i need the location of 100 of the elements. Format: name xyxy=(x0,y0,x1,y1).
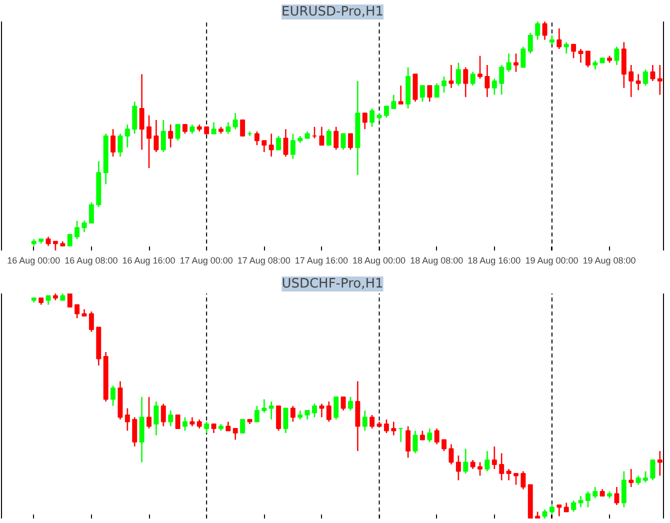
candlestick xyxy=(110,385,116,407)
candlestick xyxy=(456,454,461,481)
candlestick xyxy=(204,421,210,434)
candlestick xyxy=(160,119,166,153)
candlestick xyxy=(334,396,339,420)
candlestick xyxy=(168,124,174,148)
candlestick xyxy=(290,405,296,422)
candlestick xyxy=(175,414,180,429)
candlestick xyxy=(268,133,274,158)
candlestick xyxy=(442,439,447,452)
candlestick xyxy=(82,220,87,233)
candlestick xyxy=(240,119,246,136)
candlestick xyxy=(391,94,396,110)
candlestick xyxy=(628,64,634,98)
candlestick xyxy=(326,400,332,422)
candlestick xyxy=(154,119,159,153)
candlestick xyxy=(175,124,180,142)
candlestick xyxy=(139,74,144,150)
candlestick xyxy=(254,405,260,422)
candlestick xyxy=(514,472,518,486)
x-tick-label: 18 Aug 00:00 xyxy=(352,256,406,266)
candlestick xyxy=(226,122,231,134)
candlestick xyxy=(334,126,339,150)
candlestick xyxy=(319,403,324,418)
chart-title: USDCHF-Pro,H1 xyxy=(282,276,384,292)
candlestick xyxy=(463,66,468,98)
candlestick xyxy=(657,64,662,96)
candlestick xyxy=(636,74,641,91)
candlestick xyxy=(571,500,576,512)
candlestick xyxy=(154,400,159,436)
candlestick xyxy=(492,78,497,96)
x-tick-label: 17 Aug 08:00 xyxy=(237,256,290,266)
candlestick xyxy=(427,428,432,443)
candlestick xyxy=(484,64,490,98)
candlestick xyxy=(276,135,282,150)
candlestick xyxy=(564,41,569,54)
x-tick-label: 16 Aug 16:00 xyxy=(122,256,176,266)
candlestick xyxy=(283,128,288,158)
candlestick xyxy=(74,304,80,319)
candlestick xyxy=(340,396,346,412)
candlestick xyxy=(528,32,533,54)
candlestick xyxy=(74,220,80,240)
candlestick xyxy=(326,128,332,146)
candlestick xyxy=(448,444,454,466)
x-tick-label: 16 Aug 08:00 xyxy=(64,256,118,266)
candlestick xyxy=(556,28,562,50)
candlestick xyxy=(146,114,152,169)
candlestick xyxy=(146,396,152,430)
candlestick xyxy=(262,140,267,153)
x-tick-label: 18 Aug 08:00 xyxy=(410,256,464,266)
candlestick xyxy=(520,46,526,68)
candlestick xyxy=(190,124,195,134)
candlestick xyxy=(362,410,368,432)
candlestick xyxy=(110,128,116,158)
candlestick xyxy=(312,403,317,418)
candlestick xyxy=(370,108,375,128)
candlestick xyxy=(506,52,512,73)
candlestick xyxy=(348,133,353,150)
x-tick-label: 19 Aug 08:00 xyxy=(582,256,636,266)
candlestick xyxy=(319,126,324,146)
candlestick xyxy=(571,44,576,59)
candlestick xyxy=(290,133,296,160)
x-tick-label: 16 Aug 00:00 xyxy=(7,256,60,266)
candlestick xyxy=(628,468,634,488)
candlestick xyxy=(650,459,656,481)
candlestick xyxy=(262,398,267,414)
candlestick xyxy=(88,202,94,224)
candlestick xyxy=(520,470,526,490)
candlestick xyxy=(132,416,138,448)
candlestick xyxy=(535,22,540,40)
candlestick xyxy=(52,240,58,250)
candlestick xyxy=(232,112,238,130)
candlestick xyxy=(240,419,246,434)
candlestick xyxy=(614,46,620,66)
chart-title: EURUSD-Pro,H1 xyxy=(281,4,384,20)
candlestick xyxy=(391,421,396,436)
candlestick xyxy=(499,452,504,481)
candlestick xyxy=(578,495,584,508)
candlestick xyxy=(276,405,282,432)
candlestick xyxy=(384,106,389,118)
x-tick-label: 17 Aug 16:00 xyxy=(294,256,348,266)
candlestick xyxy=(118,133,123,158)
candlestick xyxy=(46,236,51,247)
candlestick xyxy=(268,400,274,420)
candlestick xyxy=(585,490,590,508)
candlestick xyxy=(592,486,598,499)
candlestick xyxy=(650,64,656,82)
candlestick xyxy=(420,84,425,102)
candlestick xyxy=(556,504,562,517)
candlestick xyxy=(211,122,216,134)
candlestick xyxy=(484,450,490,472)
candlestick xyxy=(182,416,188,432)
candlestick xyxy=(614,486,620,506)
candlestick xyxy=(585,50,590,68)
candlestick xyxy=(370,414,375,430)
candlestick xyxy=(592,60,598,70)
candlestick xyxy=(621,470,626,508)
candlestick xyxy=(514,52,518,73)
candlestick xyxy=(657,450,662,476)
candlestick xyxy=(478,55,482,80)
